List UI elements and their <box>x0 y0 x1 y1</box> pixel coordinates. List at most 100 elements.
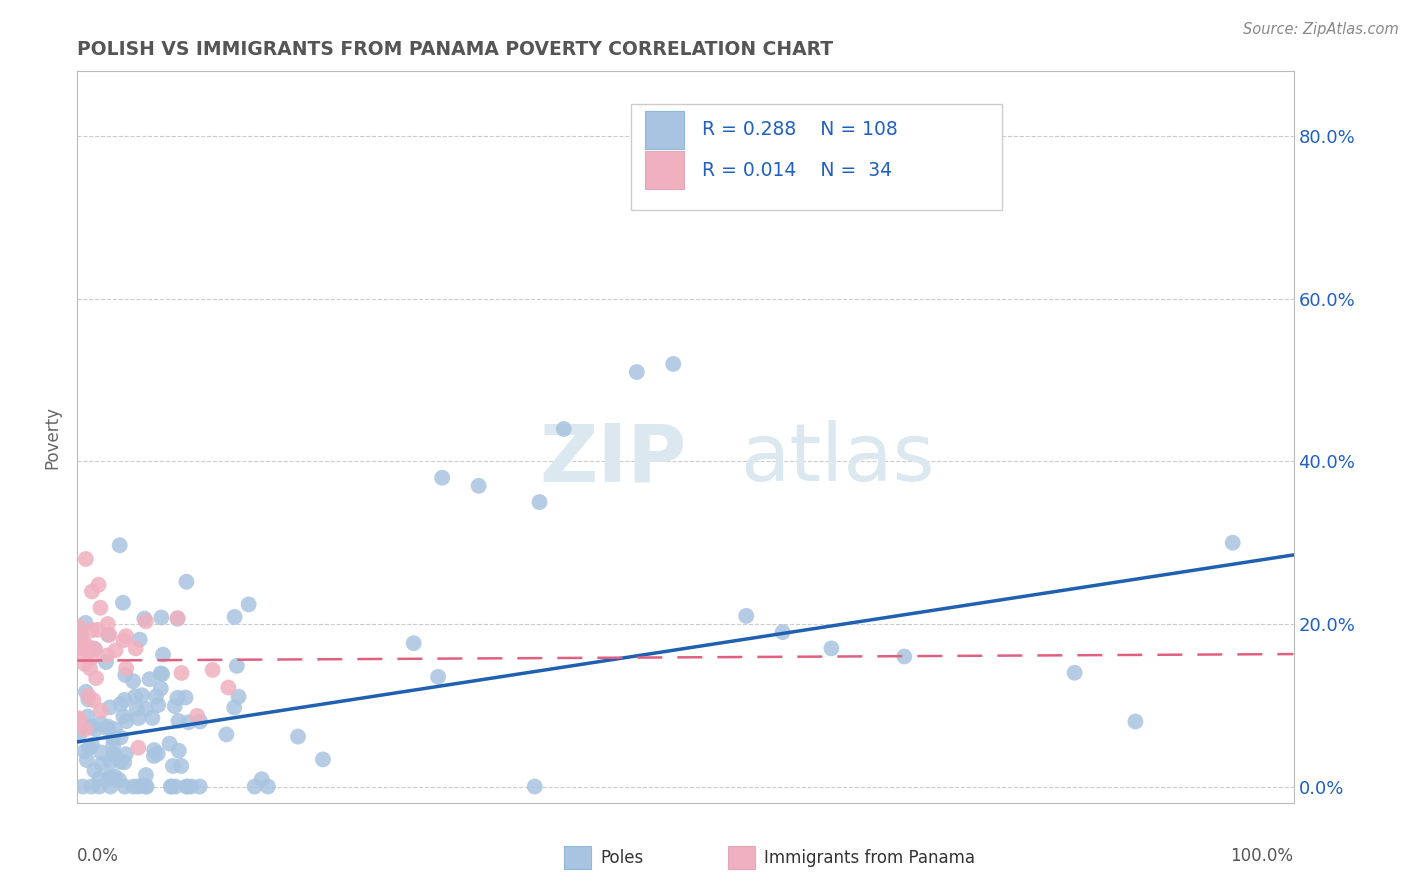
Point <box>170 665 193 680</box>
Text: R = 0.014    N =  34: R = 0.014 N = 34 <box>703 161 893 179</box>
Point <box>75 723 97 737</box>
Point <box>146 698 169 712</box>
Point <box>166 611 188 625</box>
Point <box>97 720 120 734</box>
Point <box>953 145 976 160</box>
Point <box>135 780 157 794</box>
Point <box>110 697 132 711</box>
Point <box>100 780 122 794</box>
Point <box>160 780 183 794</box>
Point <box>67 713 90 727</box>
Point <box>186 708 208 723</box>
Point <box>115 661 138 675</box>
Point <box>523 780 546 794</box>
Point <box>159 737 181 751</box>
Point <box>1063 665 1085 680</box>
Text: atlas: atlas <box>740 420 935 498</box>
Text: 100.0%: 100.0% <box>1230 847 1294 864</box>
Point <box>146 747 169 761</box>
Point <box>98 770 121 784</box>
Point <box>122 674 145 689</box>
Point <box>820 641 842 656</box>
Point <box>101 739 124 753</box>
Point <box>893 649 915 664</box>
Point <box>73 636 96 650</box>
Point <box>104 723 127 737</box>
Point <box>89 600 111 615</box>
Point <box>626 365 648 379</box>
Point <box>201 663 224 677</box>
Bar <box>564 846 591 870</box>
Point <box>114 668 136 682</box>
Point <box>131 688 153 702</box>
Point <box>110 755 132 769</box>
Point <box>104 749 127 764</box>
Point <box>1222 535 1244 549</box>
Point <box>80 780 103 794</box>
Point <box>90 704 112 718</box>
Bar <box>645 151 685 189</box>
Point <box>127 740 149 755</box>
Point <box>243 780 266 794</box>
Point <box>238 598 260 612</box>
Point <box>84 642 107 657</box>
Point <box>176 780 198 794</box>
Point <box>662 357 685 371</box>
Point <box>217 681 239 695</box>
Point <box>87 578 110 592</box>
Point <box>80 624 103 638</box>
Point <box>141 711 163 725</box>
Point <box>131 779 153 793</box>
Point <box>163 699 186 714</box>
Point <box>94 655 117 669</box>
Point <box>76 753 98 767</box>
Point <box>170 759 193 773</box>
Point <box>77 689 100 703</box>
Point <box>125 641 148 656</box>
Point <box>312 752 335 766</box>
Point <box>165 780 187 794</box>
Point <box>73 641 96 656</box>
Point <box>97 628 120 642</box>
Point <box>215 727 238 741</box>
Text: Immigrants from Panama: Immigrants from Panama <box>765 848 976 867</box>
Point <box>77 741 100 756</box>
Point <box>772 625 794 640</box>
Point <box>89 780 111 794</box>
Point <box>115 629 138 643</box>
Point <box>135 615 157 629</box>
Point <box>287 730 309 744</box>
Point <box>180 780 202 794</box>
Point <box>80 650 103 665</box>
Point <box>115 714 138 728</box>
Point <box>166 612 188 626</box>
Point <box>98 771 121 785</box>
Point <box>122 780 145 794</box>
Point <box>75 615 97 630</box>
Point <box>90 745 112 759</box>
Text: Poles: Poles <box>600 848 644 867</box>
Point <box>90 716 112 731</box>
Bar <box>645 111 685 149</box>
Point <box>150 610 173 624</box>
Point <box>112 709 135 723</box>
Point <box>224 610 246 624</box>
Point <box>402 636 425 650</box>
Point <box>70 627 93 641</box>
Point <box>82 693 104 707</box>
Point <box>150 667 173 681</box>
Point <box>188 780 211 794</box>
Point <box>188 714 211 729</box>
Point <box>145 690 167 704</box>
Point <box>142 749 165 764</box>
Text: POLISH VS IMMIGRANTS FROM PANAMA POVERTY CORRELATION CHART: POLISH VS IMMIGRANTS FROM PANAMA POVERTY… <box>77 39 834 59</box>
Text: 0.0%: 0.0% <box>77 847 120 864</box>
Point <box>149 681 172 696</box>
Point <box>467 479 489 493</box>
Point <box>166 690 188 705</box>
Point <box>735 608 758 623</box>
Point <box>250 772 273 787</box>
Point <box>427 670 450 684</box>
Bar <box>728 846 755 870</box>
Point <box>177 715 200 730</box>
